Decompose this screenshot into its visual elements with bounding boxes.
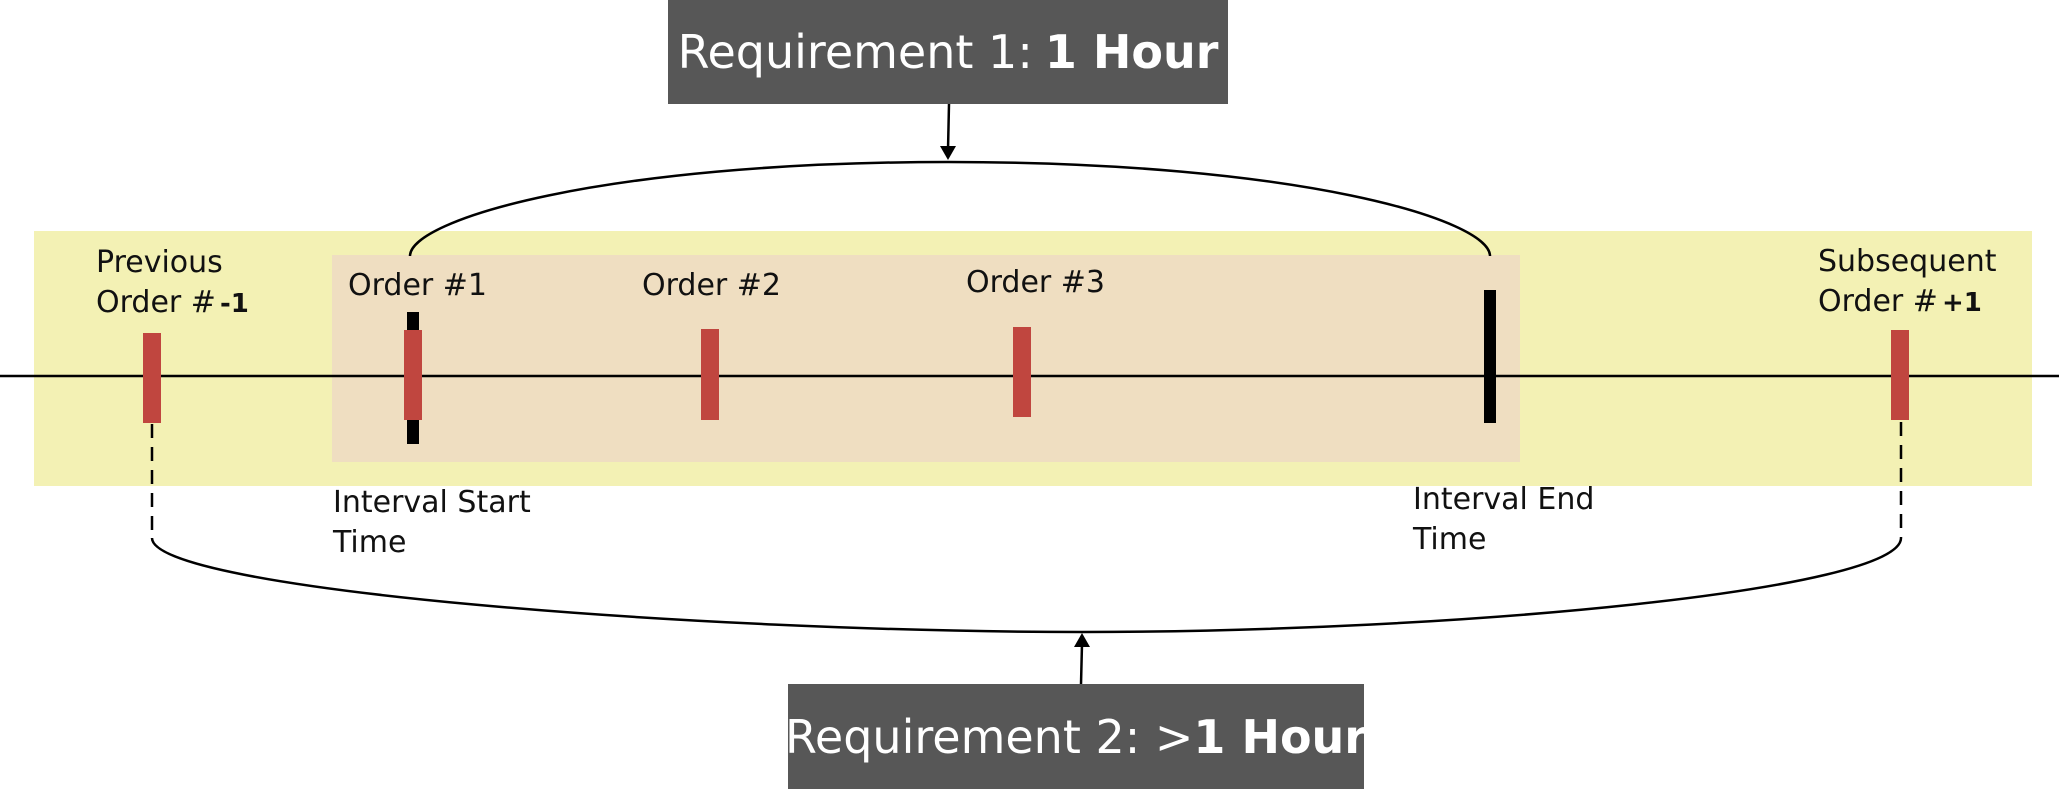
requirement-1-emphasis: 1 Hour [1044,25,1219,79]
subsequent-order-suffix: +1 [1941,288,1982,318]
interval-end-marker [1484,290,1496,423]
requirement1-arrow-head [940,146,956,160]
order1-marker [404,330,422,420]
interval-end-label-line1: Interval End [1413,482,1595,517]
interval-end-label-line2: Time [1413,522,1487,557]
order2-label: Order #2 [642,268,782,303]
subsequent-order-text: Order # [1818,284,1938,319]
previous-order-label-line1: Previous [96,245,223,280]
interval-start-label-line1: Interval Start [333,485,531,520]
order3-marker [1013,327,1031,417]
previous-order-suffix: -1 [219,289,249,319]
requirement-2-emphasis: 1 Hour [1193,709,1367,764]
order3-label: Order #3 [966,265,1106,300]
requirement2-arrow-head [1074,633,1090,647]
subsequent-order-label: Subsequent Order # +1 [1818,242,1996,323]
previous-order-marker [143,333,161,423]
subsequent-order-marker [1891,330,1909,420]
interval-band [332,255,1520,462]
previous-order-label: Previous Order # -1 [96,243,249,324]
subsequent-order-label-line2: Order # +1 [1818,282,1996,323]
requirement2-arrow-shaft [1079,643,1084,685]
requirement-1-box: Requirement 1: 1 Hour [668,0,1228,104]
subsequent-order-label-line1: Subsequent [1818,244,1997,279]
order1-label: Order #1 [348,268,488,303]
requirement2-bracket [150,537,1903,634]
previous-order-text: Order # [96,285,216,320]
order2-marker [701,329,719,420]
requirement-1-prefix: Requirement 1: [677,25,1033,79]
interval-end-label: Interval End Time [1413,480,1594,560]
requirement-2-prefix: Requirement 2: > [785,709,1194,764]
requirement-2-box: Requirement 2: > 1 Hour [785,684,1367,789]
interval-start-label: Interval Start Time [333,483,531,563]
requirement1-arrow-shaft [946,103,951,151]
interval-start-label-line2: Time [333,525,407,560]
previous-order-label-line2: Order # -1 [96,283,249,324]
requirement1-bracket [408,160,1492,257]
